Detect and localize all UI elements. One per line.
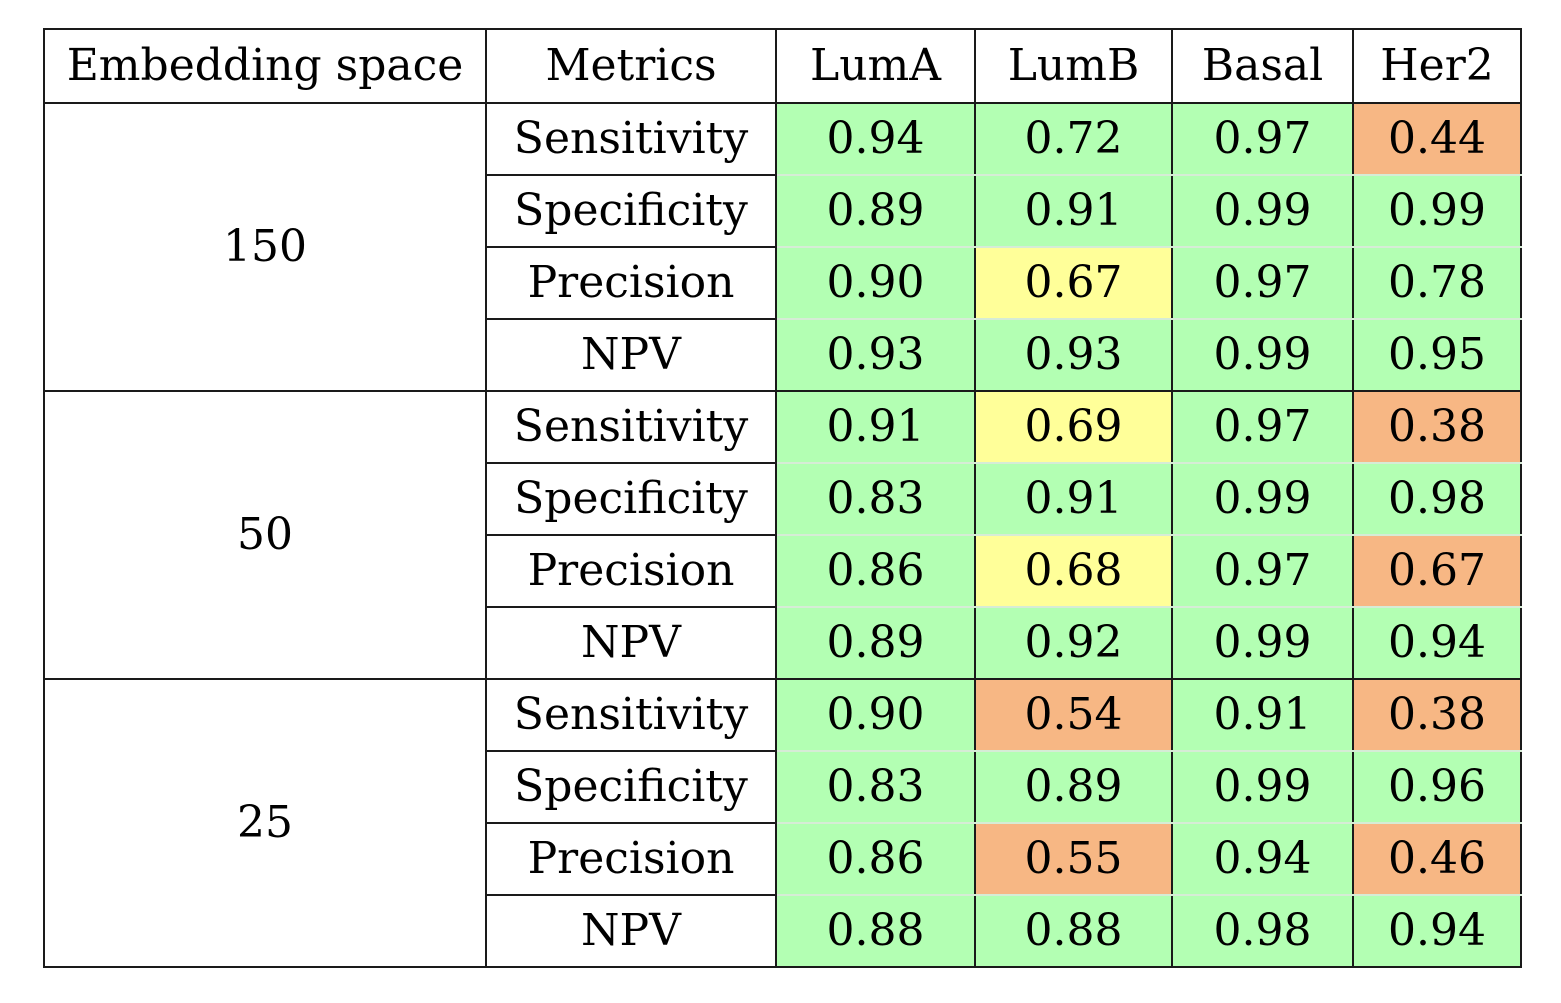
value-cell-luma: 0.91 — [775, 390, 976, 464]
table-row: Precision 0.86 0.68 0.97 0.67 — [44, 534, 1522, 608]
value-cell-her2: 0.67 — [1352, 534, 1522, 608]
value-cell-luma: 0.89 — [775, 174, 976, 248]
value-cell-luma: 0.88 — [775, 894, 976, 968]
table-body: 150 Sensitivity 0.94 0.72 0.97 0.44 Specificit… — [43, 102, 1522, 968]
metric-label: Specificity — [485, 174, 777, 248]
metric-label: Precision — [485, 534, 777, 608]
header-luma: LumA — [775, 28, 976, 104]
table-row: Specificity 0.89 0.91 0.99 0.99 — [44, 174, 1522, 248]
header-lumb: LumB — [974, 28, 1173, 104]
value-cell-her2: 0.44 — [1352, 102, 1522, 176]
value-cell-lumb: 0.91 — [974, 462, 1173, 536]
metric-label: NPV — [485, 894, 777, 968]
value-cell-luma: 0.86 — [775, 822, 976, 896]
value-cell-her2: 0.99 — [1352, 174, 1522, 248]
value-cell-her2: 0.38 — [1352, 678, 1522, 752]
value-cell-luma: 0.93 — [775, 318, 976, 392]
table-row: NPV 0.88 0.88 0.98 0.94 — [44, 894, 1522, 968]
value-cell-basal: 0.99 — [1171, 318, 1354, 392]
value-cell-basal: 0.94 — [1171, 822, 1354, 896]
metric-label: Precision — [485, 246, 777, 320]
metric-label: Sensitivity — [485, 390, 777, 464]
value-cell-basal: 0.98 — [1171, 894, 1354, 968]
value-cell-basal: 0.99 — [1171, 174, 1354, 248]
metric-label: NPV — [485, 318, 777, 392]
table-row: 150 Sensitivity 0.94 0.72 0.97 0.44 — [43, 102, 1522, 392]
table-row: Precision 0.90 0.67 0.97 0.78 — [44, 246, 1522, 320]
table-row: NPV 0.93 0.93 0.99 0.95 — [44, 318, 1522, 392]
value-cell-lumb: 0.68 — [974, 534, 1173, 608]
metric-label: Sensitivity — [485, 678, 777, 752]
metric-label: Sensitivity — [485, 102, 777, 176]
value-cell-basal: 0.91 — [1171, 678, 1354, 752]
value-cell-her2: 0.46 — [1352, 822, 1522, 896]
table-header: Embedding space Metrics LumA LumB Basal … — [43, 28, 1522, 104]
value-cell-lumb: 0.67 — [974, 246, 1173, 320]
value-cell-her2: 0.95 — [1352, 318, 1522, 392]
table-row: Specificity 0.83 0.91 0.99 0.98 — [44, 462, 1522, 536]
value-cell-luma: 0.83 — [775, 462, 976, 536]
value-cell-luma: 0.83 — [775, 750, 976, 824]
header-basal: Basal — [1171, 28, 1354, 104]
table-row: 50 Sensitivity 0.91 0.69 0.97 0.38 — [43, 390, 1522, 680]
value-cell-luma: 0.90 — [775, 678, 976, 752]
metric-label: Specificity — [485, 462, 777, 536]
value-cell-basal: 0.99 — [1171, 462, 1354, 536]
value-cell-lumb: 0.88 — [974, 894, 1173, 968]
table-row: Precision 0.86 0.55 0.94 0.46 — [44, 822, 1522, 896]
value-cell-her2: 0.98 — [1352, 462, 1522, 536]
value-cell-lumb: 0.69 — [974, 390, 1173, 464]
value-cell-her2: 0.96 — [1352, 750, 1522, 824]
embedding-space-value: 25 — [43, 678, 487, 968]
value-cell-luma: 0.90 — [775, 246, 976, 320]
value-cell-lumb: 0.55 — [974, 822, 1173, 896]
value-cell-her2: 0.38 — [1352, 390, 1522, 464]
value-cell-her2: 0.78 — [1352, 246, 1522, 320]
table-row: 25 Sensitivity 0.90 0.54 0.91 0.38 — [43, 678, 1522, 968]
embedding-space-value: 150 — [43, 102, 487, 392]
table-row: Specificity 0.83 0.89 0.99 0.96 — [44, 750, 1522, 824]
value-cell-lumb: 0.93 — [974, 318, 1173, 392]
embedding-space-value: 50 — [43, 390, 487, 680]
value-cell-basal: 0.97 — [1171, 390, 1354, 464]
metric-label: Specificity — [485, 750, 777, 824]
header-metrics: Metrics — [485, 28, 777, 104]
value-cell-basal: 0.97 — [1171, 534, 1354, 608]
value-cell-lumb: 0.89 — [974, 750, 1173, 824]
metrics-table: Embedding space Metrics LumA LumB Basal … — [43, 28, 1522, 968]
value-cell-lumb: 0.91 — [974, 174, 1173, 248]
table-row: NPV 0.89 0.92 0.99 0.94 — [44, 606, 1522, 680]
value-cell-basal: 0.97 — [1171, 102, 1354, 176]
header-her2: Her2 — [1352, 28, 1522, 104]
value-cell-lumb: 0.92 — [974, 606, 1173, 680]
header-embedding-space: Embedding space — [43, 28, 487, 104]
value-cell-lumb: 0.72 — [974, 102, 1173, 176]
value-cell-basal: 0.97 — [1171, 246, 1354, 320]
metric-label: NPV — [485, 606, 777, 680]
value-cell-lumb: 0.54 — [974, 678, 1173, 752]
value-cell-luma: 0.86 — [775, 534, 976, 608]
value-cell-luma: 0.94 — [775, 102, 976, 176]
value-cell-her2: 0.94 — [1352, 606, 1522, 680]
value-cell-her2: 0.94 — [1352, 894, 1522, 968]
metric-label: Precision — [485, 822, 777, 896]
value-cell-luma: 0.89 — [775, 606, 976, 680]
value-cell-basal: 0.99 — [1171, 606, 1354, 680]
value-cell-basal: 0.99 — [1171, 750, 1354, 824]
header-row: Embedding space Metrics LumA LumB Basal … — [43, 28, 1522, 104]
